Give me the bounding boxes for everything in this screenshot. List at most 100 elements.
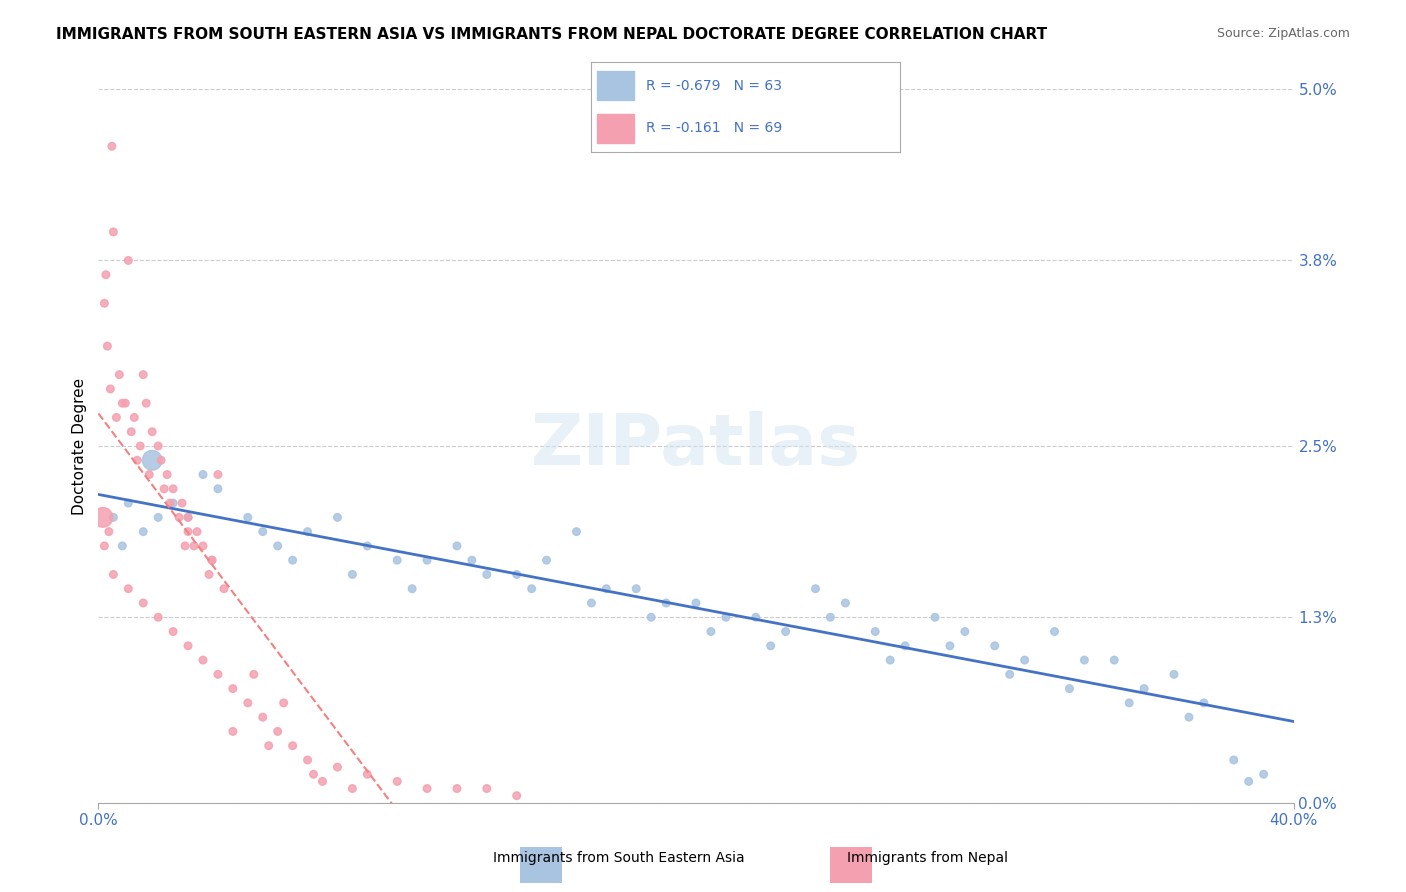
Point [267, 539, 290, 553]
Point [162, 624, 184, 639]
Point [273, 696, 295, 710]
Point [267, 724, 290, 739]
Point [1073, 653, 1095, 667]
Point [446, 539, 468, 553]
Point [506, 567, 529, 582]
Point [385, 774, 409, 789]
Point [257, 739, 280, 753]
Point [148, 510, 170, 524]
Point [879, 653, 901, 667]
Point [103, 510, 125, 524]
Point [162, 496, 184, 510]
Point [172, 496, 194, 510]
Point [103, 225, 125, 239]
Point [243, 667, 266, 681]
Point [198, 567, 221, 582]
FancyBboxPatch shape [596, 114, 634, 143]
Point [120, 425, 142, 439]
Point [132, 368, 155, 382]
Point [177, 510, 200, 524]
Point [236, 510, 259, 524]
Point [177, 639, 200, 653]
Point [1223, 753, 1246, 767]
Point [94, 268, 117, 282]
Point [111, 396, 134, 410]
Text: IMMIGRANTS FROM SOUTH EASTERN ASIA VS IMMIGRANTS FROM NEPAL DOCTORATE DEGREE COR: IMMIGRANTS FROM SOUTH EASTERN ASIA VS IM… [56, 27, 1047, 42]
Point [581, 596, 603, 610]
Point [108, 368, 131, 382]
Point [640, 610, 662, 624]
Point [117, 496, 139, 510]
Point [212, 582, 235, 596]
Point [1133, 681, 1156, 696]
Point [150, 453, 173, 467]
Point [297, 524, 319, 539]
Point [626, 582, 648, 596]
Point [311, 774, 333, 789]
Point [281, 553, 304, 567]
Point [191, 467, 214, 482]
Point [135, 396, 157, 410]
Point [177, 524, 200, 539]
Point [186, 524, 208, 539]
Point [117, 253, 139, 268]
Point [998, 667, 1021, 681]
Text: R = -0.679   N = 63: R = -0.679 N = 63 [647, 78, 782, 93]
Point [132, 524, 155, 539]
Text: Source: ZipAtlas.com: Source: ZipAtlas.com [1216, 27, 1350, 40]
Point [342, 781, 364, 796]
Point [416, 781, 439, 796]
Text: Immigrants from South Eastern Asia: Immigrants from South Eastern Asia [494, 851, 744, 865]
Point [191, 539, 214, 553]
Point [356, 539, 378, 553]
Point [281, 739, 304, 753]
FancyBboxPatch shape [596, 71, 634, 100]
Point [1104, 653, 1126, 667]
Point [536, 553, 558, 567]
Point [297, 753, 319, 767]
Point [162, 482, 184, 496]
Point [342, 567, 364, 582]
Point [236, 696, 259, 710]
Point [222, 724, 245, 739]
Y-axis label: Doctorate Degree: Doctorate Degree [72, 377, 87, 515]
Point [97, 524, 120, 539]
Point [595, 582, 617, 596]
Text: Immigrants from Nepal: Immigrants from Nepal [848, 851, 1008, 865]
Point [326, 760, 349, 774]
Point [153, 482, 176, 496]
Point [117, 582, 139, 596]
Point [101, 139, 124, 153]
Point [167, 510, 190, 524]
Point [93, 296, 115, 310]
Point [111, 539, 134, 553]
Point [207, 467, 229, 482]
Point [138, 467, 160, 482]
Point [141, 453, 163, 467]
Point [141, 425, 163, 439]
Point [302, 767, 325, 781]
Point [183, 539, 205, 553]
Point [201, 553, 224, 567]
Point [385, 553, 409, 567]
Point [201, 553, 224, 567]
Point [953, 624, 976, 639]
Point [1118, 696, 1140, 710]
Point [939, 639, 962, 653]
Point [984, 639, 1007, 653]
Point [475, 781, 498, 796]
Point [1043, 624, 1066, 639]
Point [804, 582, 827, 596]
Point [156, 467, 179, 482]
Text: ZIPatlas: ZIPatlas [531, 411, 860, 481]
Point [700, 624, 723, 639]
Point [174, 539, 197, 553]
Point [252, 710, 274, 724]
Point [865, 624, 887, 639]
Point [461, 553, 484, 567]
Point [356, 767, 378, 781]
Point [475, 567, 498, 582]
Point [148, 610, 170, 624]
Point [127, 453, 149, 467]
Point [416, 553, 439, 567]
